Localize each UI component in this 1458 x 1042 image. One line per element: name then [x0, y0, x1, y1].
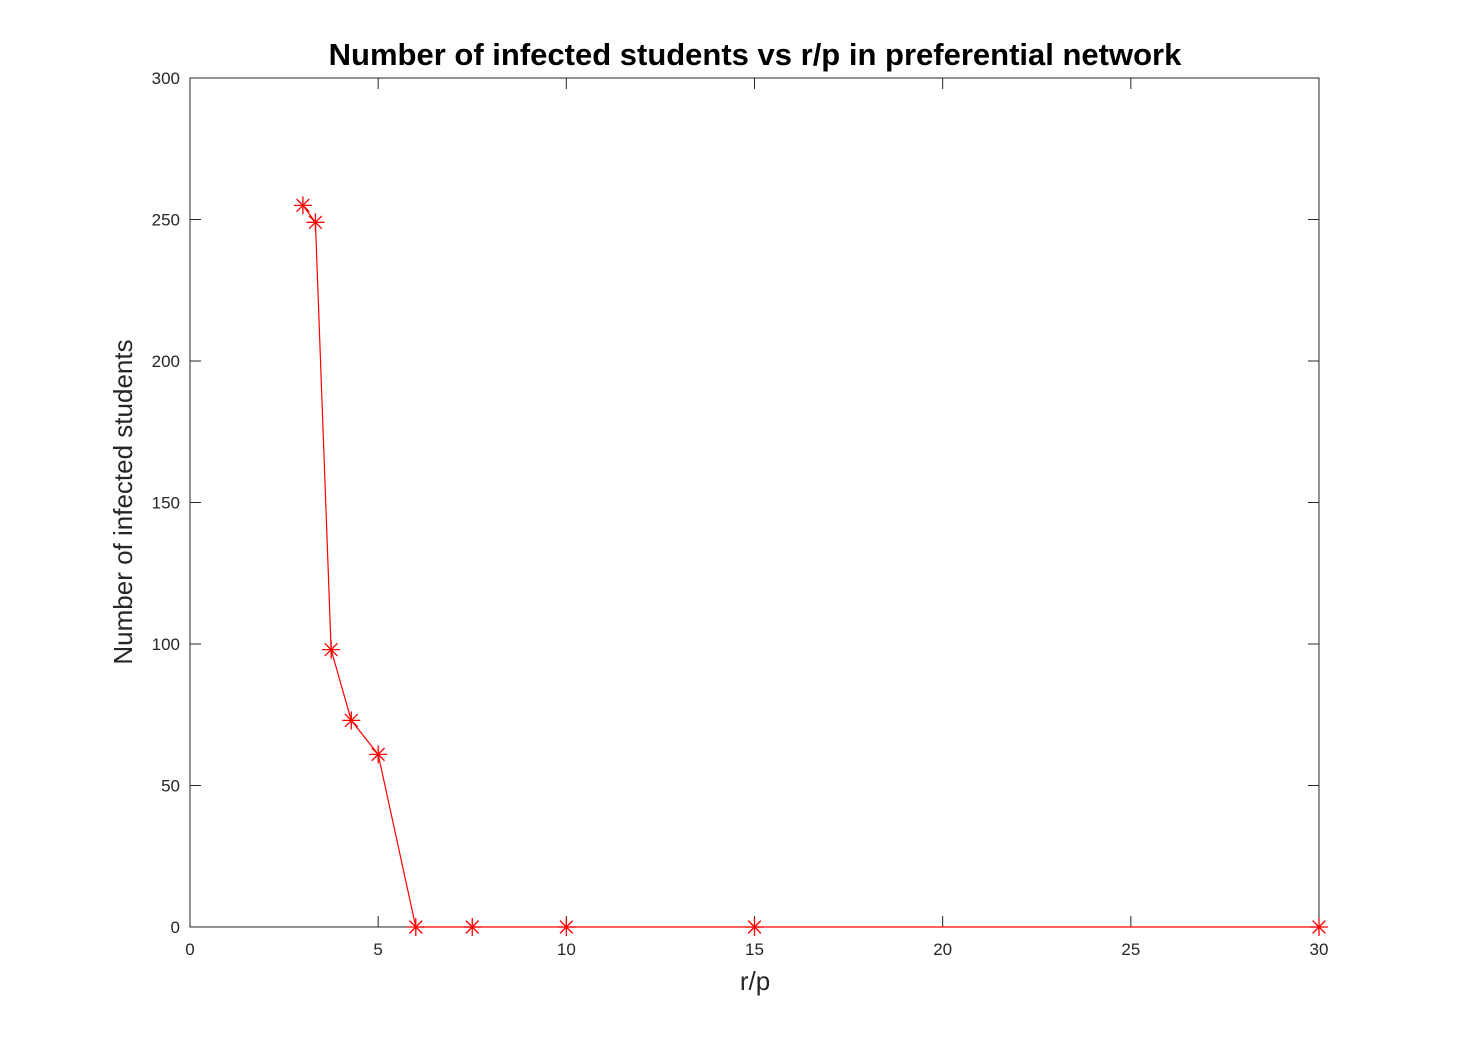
data-point: [557, 918, 576, 936]
x-axis-label: r/p: [740, 966, 770, 996]
data-point: [293, 196, 312, 215]
x-tick-label: 0: [185, 940, 194, 959]
y-tick-label: 150: [152, 494, 180, 513]
y-axis-label: Number of infected students: [108, 339, 138, 664]
chart-title: Number of infected students vs r/p in pr…: [329, 37, 1182, 72]
y-tick-label: 250: [152, 211, 180, 230]
data-point: [463, 918, 482, 936]
series-line: [302, 204, 1319, 928]
data-point: [1310, 918, 1328, 936]
y-tick-label: 200: [152, 352, 180, 371]
data-point: [406, 918, 425, 936]
x-tick-label: 25: [1121, 940, 1140, 959]
x-tick-label: 5: [373, 940, 382, 959]
y-axis: 0 50 100 150 200 250 300: [152, 69, 1319, 937]
y-tick-label: 100: [152, 635, 180, 654]
x-tick-label: 30: [1310, 940, 1329, 959]
plot-area: [189, 77, 1320, 928]
data-point: [322, 640, 341, 659]
y-tick-label: 50: [161, 777, 180, 796]
data-point: [369, 745, 388, 764]
data-point: [745, 918, 764, 936]
x-tick-label: 10: [557, 940, 576, 959]
data-point: [342, 711, 361, 730]
x-tick-label: 20: [933, 940, 952, 959]
y-tick-label: 0: [171, 918, 180, 937]
data-series: [293, 196, 1328, 936]
x-tick-label: 15: [745, 940, 764, 959]
data-point: [306, 213, 325, 232]
y-tick-label: 300: [152, 69, 180, 88]
